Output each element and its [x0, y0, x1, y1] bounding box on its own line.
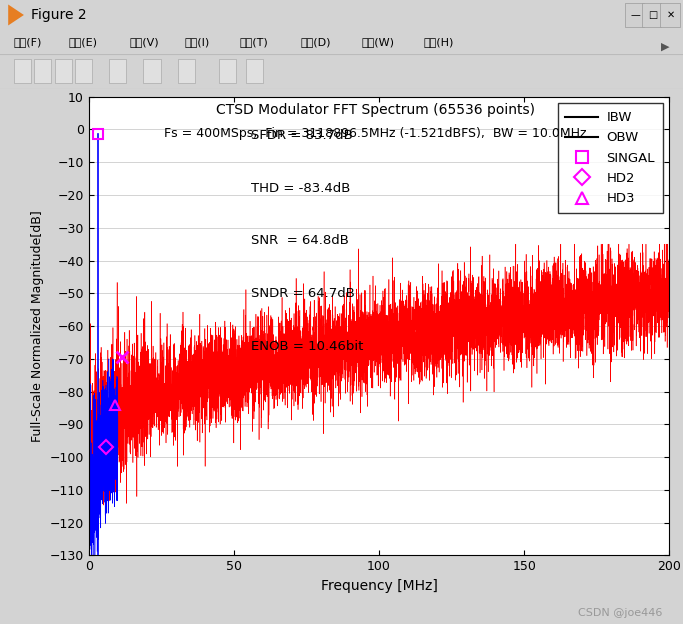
Text: 查看(V): 查看(V) [130, 37, 159, 47]
Bar [219, 59, 236, 84]
Bar [143, 59, 161, 84]
Text: CTSD Modulator FFT Spectrum (65536 points): CTSD Modulator FFT Spectrum (65536 point… [216, 103, 535, 117]
Bar [14, 59, 31, 84]
Bar [625, 3, 644, 27]
Bar [660, 3, 680, 27]
Bar [109, 59, 126, 84]
Text: SFDR = 83.7dB: SFDR = 83.7dB [251, 129, 353, 142]
Bar [34, 59, 51, 84]
Text: THD = -83.4dB: THD = -83.4dB [251, 182, 350, 195]
Text: 帮助(H): 帮助(H) [423, 37, 454, 47]
Text: SNDR = 64.7dB: SNDR = 64.7dB [251, 287, 355, 300]
Text: CSDN @joe446: CSDN @joe446 [578, 608, 663, 618]
Text: 桌面(D): 桌面(D) [301, 37, 331, 47]
Bar [178, 59, 195, 84]
Y-axis label: Full-Scale Normalized Magnitude[dB]: Full-Scale Normalized Magnitude[dB] [31, 210, 44, 442]
Text: 窗口(W): 窗口(W) [362, 37, 395, 47]
X-axis label: Frequency [MHz]: Frequency [MHz] [320, 579, 438, 593]
Text: ▶: ▶ [661, 42, 669, 52]
Text: —: — [630, 10, 640, 20]
Legend: IBW, OBW, SINGAL, HD2, HD3: IBW, OBW, SINGAL, HD2, HD3 [557, 104, 663, 213]
Bar [246, 59, 263, 84]
Text: 文件(F): 文件(F) [14, 37, 42, 47]
Text: SNR  = 64.8dB: SNR = 64.8dB [251, 235, 349, 247]
Text: □: □ [647, 10, 657, 20]
Text: 插入(I): 插入(I) [184, 37, 210, 47]
Bar [642, 3, 661, 27]
Bar [55, 59, 72, 84]
Text: Fs = 400MSps,  Fin = 3118896.5MHz (-1.521dBFS),  BW = 10.0MHz: Fs = 400MSps, Fin = 3118896.5MHz (-1.521… [165, 127, 587, 140]
Text: Figure 2: Figure 2 [31, 8, 86, 22]
Text: 工具(T): 工具(T) [239, 37, 268, 47]
Text: ENOB = 10.46bit: ENOB = 10.46bit [251, 340, 364, 353]
Polygon shape [8, 4, 24, 26]
Bar [75, 59, 92, 84]
Text: ✕: ✕ [667, 10, 675, 20]
Text: 编辑(E): 编辑(E) [68, 37, 97, 47]
